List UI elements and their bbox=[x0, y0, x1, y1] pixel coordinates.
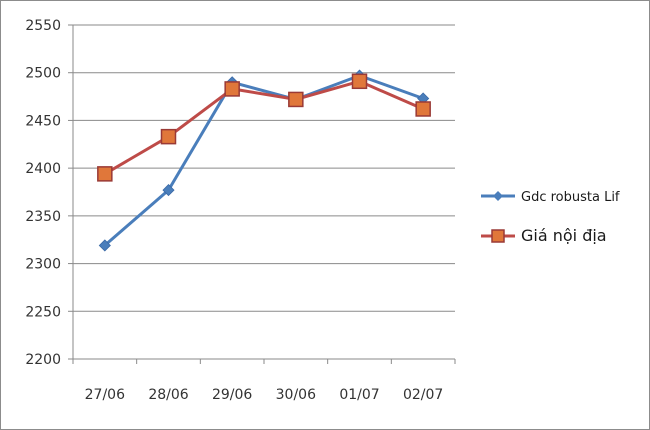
data-point-square bbox=[351, 73, 368, 90]
data-point-square bbox=[97, 166, 113, 182]
x-tick-label: 27/06 bbox=[85, 387, 125, 403]
legend-label: Gdc robusta Lif bbox=[521, 190, 620, 205]
data-point-square bbox=[288, 91, 304, 108]
grid-lines bbox=[73, 24, 455, 312]
data-point-diamond bbox=[98, 239, 111, 252]
y-tick-label: 2400 bbox=[25, 161, 61, 177]
data-point-square bbox=[224, 81, 240, 97]
y-tick-label: 2550 bbox=[25, 18, 61, 34]
x-tick-label: 30/06 bbox=[276, 387, 316, 403]
x-tick-label: 02/07 bbox=[403, 387, 443, 403]
x-tick-label: 29/06 bbox=[212, 387, 252, 403]
y-tick-label: 2350 bbox=[25, 209, 61, 225]
series-line-1 bbox=[103, 74, 424, 247]
y-tick-label: 2500 bbox=[25, 66, 61, 82]
y-axis-ticks: 2200 2250 2300 2350 2400 2450 2500 2550 bbox=[25, 18, 61, 368]
data-point-square bbox=[160, 128, 177, 145]
data-point-square bbox=[415, 101, 431, 117]
x-axis-ticks: 27/06 28/06 29/06 30/06 01/07 02/07 bbox=[85, 387, 444, 403]
data-point-diamond bbox=[162, 184, 175, 197]
y-tick-label: 2450 bbox=[25, 113, 61, 129]
series bbox=[97, 69, 431, 252]
x-tick-label: 28/06 bbox=[148, 387, 188, 403]
legend: Gdc robusta Lif Giá nội địa bbox=[481, 190, 620, 245]
series-line-2 bbox=[104, 79, 424, 176]
y-tick-label: 2250 bbox=[25, 304, 61, 320]
legend-label: Giá nội địa bbox=[521, 226, 607, 245]
legend-marker-square bbox=[491, 229, 505, 243]
x-tick-label: 01/07 bbox=[339, 387, 379, 403]
axes bbox=[68, 24, 456, 364]
y-tick-label: 2200 bbox=[25, 352, 61, 368]
legend-marker-diamond bbox=[493, 191, 503, 201]
y-tick-label: 2300 bbox=[25, 257, 61, 273]
